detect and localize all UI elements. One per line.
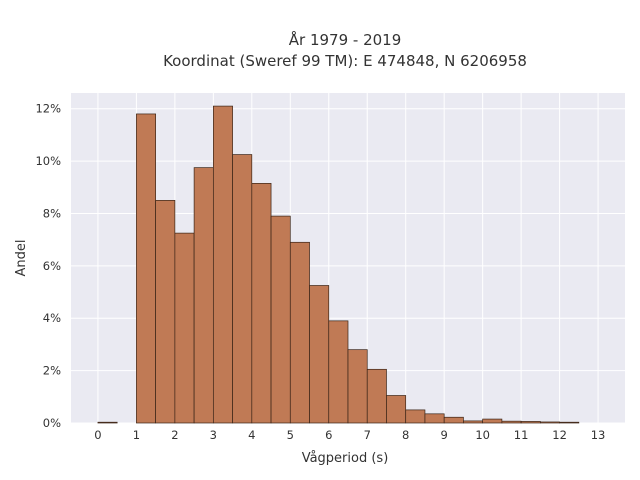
histogram-bar [193, 167, 214, 424]
histogram-bar [501, 420, 522, 424]
histogram-bar [482, 418, 503, 424]
histogram-bar [366, 368, 387, 424]
x-tick-label: 1 [133, 428, 140, 442]
histogram-bar [270, 215, 291, 424]
x-axis-label: Vågperiod (s) [302, 451, 389, 466]
chart-title-line-1: År 1979 - 2019 [289, 30, 402, 49]
y-tick-label: 8% [43, 206, 61, 220]
x-tick-label: 5 [287, 428, 294, 442]
x-tick-label: 3 [210, 428, 217, 442]
x-tick-label: 9 [441, 428, 448, 442]
x-tick-label: 0 [94, 428, 101, 442]
histogram-bar [347, 349, 368, 424]
histogram-bar [289, 241, 310, 424]
y-tick-label: 4% [43, 311, 61, 325]
histogram-bar [424, 413, 445, 424]
histogram-bar [328, 320, 349, 424]
histogram-bar [559, 421, 580, 424]
x-tick-label: 8 [402, 428, 409, 442]
x-tick-label: 13 [591, 428, 606, 442]
y-tick-labels: 0% 2% 4% 6% 8% 10% 12% [35, 102, 61, 430]
y-tick-label: 10% [35, 154, 61, 168]
x-tick-labels: 0 1 2 3 4 5 6 7 8 9 10 11 12 13 [94, 428, 605, 442]
histogram-bar [155, 200, 176, 424]
histogram-bar [212, 105, 233, 424]
histogram-bar [540, 421, 560, 424]
histogram-bar [251, 183, 272, 424]
histogram-bar [463, 420, 484, 424]
histogram-bar [443, 416, 464, 424]
y-tick-label: 12% [35, 102, 61, 116]
histogram-bar [174, 232, 195, 424]
y-axis-label: Andel [14, 240, 29, 277]
histogram-bar [97, 421, 118, 424]
bars [97, 105, 580, 424]
y-tick-label: 6% [43, 259, 61, 273]
histogram-bar [405, 409, 426, 424]
histogram-bar [309, 285, 330, 424]
histogram-bar [136, 113, 156, 424]
x-tick-label: 2 [171, 428, 178, 442]
x-tick-label: 4 [248, 428, 255, 442]
y-tick-label: 2% [43, 364, 61, 378]
histogram-bar [232, 154, 253, 424]
x-tick-label: 6 [325, 428, 332, 442]
histogram-bar [520, 421, 541, 424]
x-tick-label: 12 [552, 428, 567, 442]
chart-title-line-2: Koordinat (Sweref 99 TM): E 474848, N 62… [163, 52, 527, 70]
y-tick-label: 0% [43, 416, 61, 430]
histogram-bar [386, 395, 407, 424]
x-tick-label: 10 [475, 428, 490, 442]
x-tick-label: 7 [364, 428, 371, 442]
x-tick-label: 11 [514, 428, 529, 442]
